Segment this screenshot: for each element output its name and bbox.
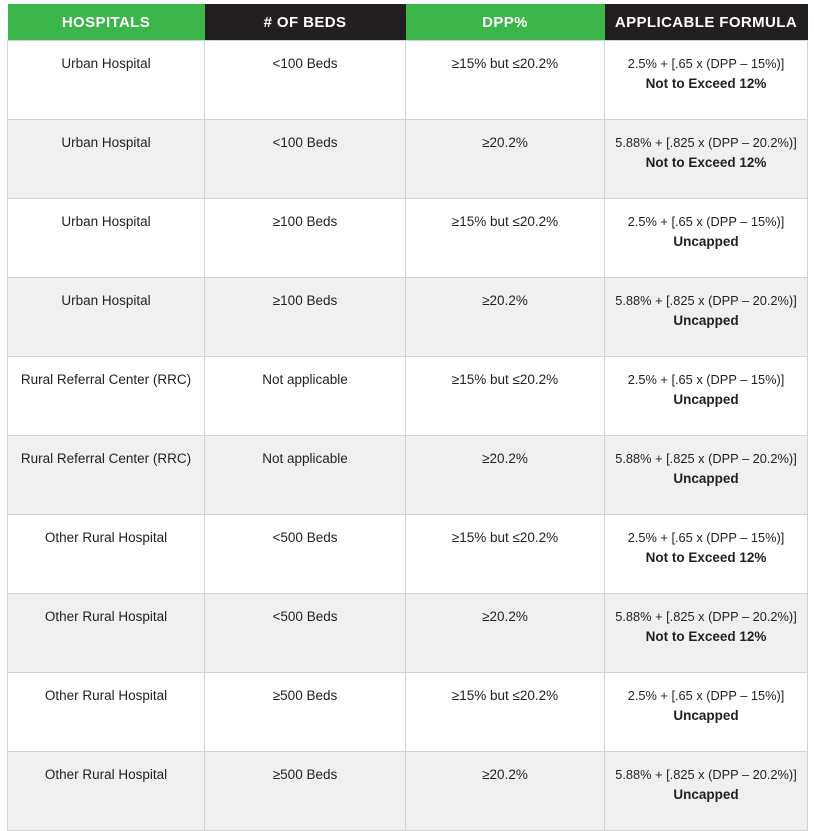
beds-cell: <500 Beds [204, 514, 406, 594]
dpp-cell: ≥15% but ≤20.2% [405, 40, 605, 120]
hospital-cell: Urban Hospital [7, 40, 205, 120]
dpp-cell: ≥20.2% [405, 593, 605, 673]
formula-cell: 5.88% + [.825 x (DPP – 20.2%)] Uncapped [604, 751, 808, 831]
dpp-cell: ≥15% but ≤20.2% [405, 514, 605, 594]
hospital-cell: Rural Referral Center (RRC) [7, 356, 205, 436]
dpp-cell: ≥15% but ≤20.2% [405, 198, 605, 278]
table-row: Urban Hospital <100 Beds ≥15% but ≤20.2%… [7, 40, 808, 120]
table-row: Rural Referral Center (RRC) Not applicab… [7, 435, 808, 515]
beds-cell: ≥500 Beds [204, 672, 406, 752]
hospital-cell: Urban Hospital [7, 277, 205, 357]
header-hospitals: HOSPITALS [7, 4, 205, 41]
dpp-cell: ≥20.2% [405, 751, 605, 831]
beds-cell: <100 Beds [204, 40, 406, 120]
beds-cell: Not applicable [204, 356, 406, 436]
formula-text: 5.88% + [.825 x (DPP – 20.2%)] [615, 293, 797, 308]
table-row: Other Rural Hospital ≥500 Beds ≥15% but … [7, 672, 808, 752]
dpp-cell: ≥20.2% [405, 435, 605, 515]
dpp-cell: ≥15% but ≤20.2% [405, 672, 605, 752]
formula-text: 2.5% + [.65 x (DPP – 15%)] [627, 688, 785, 703]
table-row: Urban Hospital ≥100 Beds ≥15% but ≤20.2%… [7, 198, 808, 278]
table-row: Other Rural Hospital <500 Beds ≥20.2% 5.… [7, 593, 808, 673]
beds-cell: ≥100 Beds [204, 277, 406, 357]
page: HOSPITALS # OF BEDS DPP% APPLICABLE FORM… [0, 4, 814, 831]
formula-text: 5.88% + [.825 x (DPP – 20.2%)] [615, 135, 797, 150]
formula-cap-text: Uncapped [673, 708, 739, 724]
header-applicable-formula: APPLICABLE FORMULA [604, 4, 808, 41]
header-dpp-percent: DPP% [405, 4, 605, 41]
formula-cell: 2.5% + [.65 x (DPP – 15%)] Uncapped [604, 356, 808, 436]
beds-cell: Not applicable [204, 435, 406, 515]
hospital-cell: Urban Hospital [7, 198, 205, 278]
hospital-cell: Other Rural Hospital [7, 593, 205, 673]
dpp-cell: ≥15% but ≤20.2% [405, 356, 605, 436]
table-body: Urban Hospital <100 Beds ≥15% but ≤20.2%… [7, 40, 808, 831]
formula-text: 5.88% + [.825 x (DPP – 20.2%)] [615, 451, 797, 466]
formula-cap-text: Uncapped [673, 787, 739, 803]
formula-cap-text: Uncapped [673, 313, 739, 329]
formula-cell: 2.5% + [.65 x (DPP – 15%)] Uncapped [604, 198, 808, 278]
table-row: Urban Hospital <100 Beds ≥20.2% 5.88% + … [7, 119, 808, 199]
beds-cell: <100 Beds [204, 119, 406, 199]
formula-cell: 5.88% + [.825 x (DPP – 20.2%)] Not to Ex… [604, 593, 808, 673]
table-row: Other Rural Hospital ≥500 Beds ≥20.2% 5.… [7, 751, 808, 831]
formula-text: 5.88% + [.825 x (DPP – 20.2%)] [615, 609, 797, 624]
header-num-of-beds: # OF BEDS [204, 4, 406, 41]
formula-cell: 5.88% + [.825 x (DPP – 20.2%)] Not to Ex… [604, 119, 808, 199]
hospital-cell: Urban Hospital [7, 119, 205, 199]
formula-cap-text: Uncapped [673, 234, 739, 250]
formula-text: 2.5% + [.65 x (DPP – 15%)] [627, 530, 785, 545]
hospital-cell: Other Rural Hospital [7, 751, 205, 831]
formula-cell: 2.5% + [.65 x (DPP – 15%)] Not to Exceed… [604, 40, 808, 120]
formula-text: 5.88% + [.825 x (DPP – 20.2%)] [615, 767, 797, 782]
formula-cap-text: Not to Exceed 12% [645, 76, 767, 92]
formula-text: 2.5% + [.65 x (DPP – 15%)] [627, 372, 785, 387]
formula-cell: 2.5% + [.65 x (DPP – 15%)] Uncapped [604, 672, 808, 752]
formula-text: 2.5% + [.65 x (DPP – 15%)] [627, 214, 785, 229]
hospital-cell: Rural Referral Center (RRC) [7, 435, 205, 515]
beds-cell: ≥500 Beds [204, 751, 406, 831]
formula-text: 2.5% + [.65 x (DPP – 15%)] [627, 56, 785, 71]
formula-cell: 5.88% + [.825 x (DPP – 20.2%)] Uncapped [604, 277, 808, 357]
formula-cell: 2.5% + [.65 x (DPP – 15%)] Not to Exceed… [604, 514, 808, 594]
formula-cap-text: Not to Exceed 12% [645, 550, 767, 566]
formula-cap-text: Uncapped [673, 392, 739, 408]
table-row: Other Rural Hospital <500 Beds ≥15% but … [7, 514, 808, 594]
formula-cap-text: Not to Exceed 12% [645, 629, 767, 645]
formula-cap-text: Not to Exceed 12% [645, 155, 767, 171]
hospital-cell: Other Rural Hospital [7, 514, 205, 594]
table-header: HOSPITALS # OF BEDS DPP% APPLICABLE FORM… [7, 4, 808, 41]
hospital-cell: Other Rural Hospital [7, 672, 205, 752]
table-row: Rural Referral Center (RRC) Not applicab… [7, 356, 808, 436]
formula-cap-text: Uncapped [673, 471, 739, 487]
dpp-cell: ≥20.2% [405, 277, 605, 357]
header-row: HOSPITALS # OF BEDS DPP% APPLICABLE FORM… [7, 4, 808, 41]
dsh-formula-table: HOSPITALS # OF BEDS DPP% APPLICABLE FORM… [7, 4, 808, 831]
beds-cell: ≥100 Beds [204, 198, 406, 278]
dpp-cell: ≥20.2% [405, 119, 605, 199]
beds-cell: <500 Beds [204, 593, 406, 673]
table-row: Urban Hospital ≥100 Beds ≥20.2% 5.88% + … [7, 277, 808, 357]
formula-cell: 5.88% + [.825 x (DPP – 20.2%)] Uncapped [604, 435, 808, 515]
